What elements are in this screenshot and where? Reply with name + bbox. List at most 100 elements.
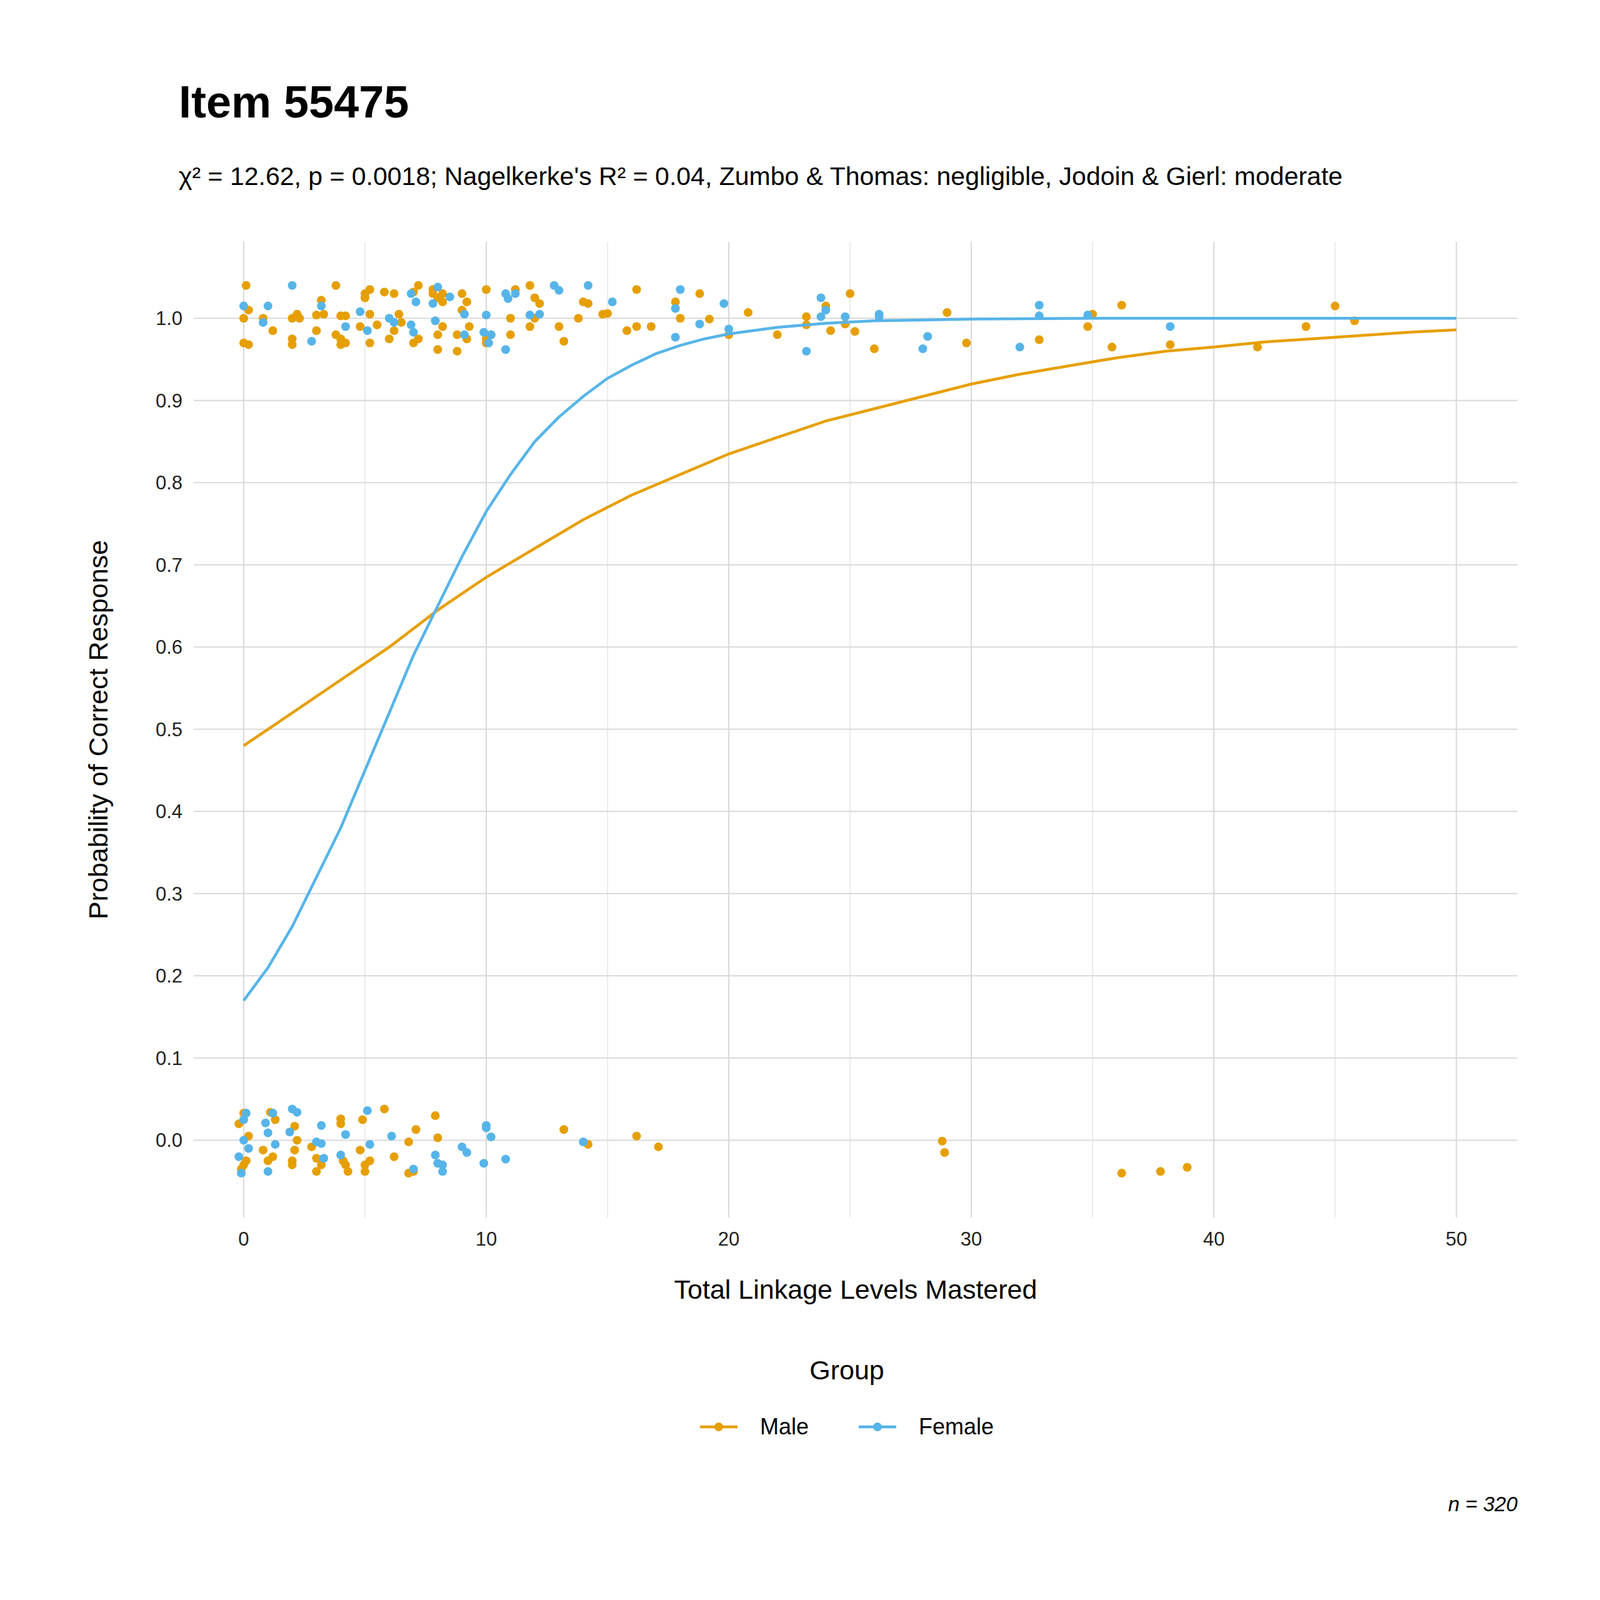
grid-line bbox=[728, 241, 730, 1218]
point bbox=[719, 299, 729, 309]
point bbox=[940, 1148, 949, 1157]
point bbox=[578, 1137, 588, 1147]
point bbox=[486, 1132, 496, 1142]
grid-line bbox=[193, 564, 1518, 566]
point bbox=[460, 310, 469, 319]
y-tick-label: 0.3 bbox=[155, 883, 183, 905]
point bbox=[394, 310, 404, 319]
point bbox=[355, 1145, 365, 1155]
curve bbox=[243, 318, 1457, 1001]
point bbox=[355, 307, 365, 317]
point bbox=[258, 1145, 268, 1155]
point bbox=[336, 1119, 345, 1129]
point bbox=[632, 285, 642, 294]
point bbox=[1035, 335, 1044, 344]
point bbox=[270, 1140, 280, 1149]
grid-line bbox=[1213, 241, 1215, 1218]
point bbox=[826, 326, 835, 335]
point bbox=[511, 289, 520, 299]
point bbox=[241, 1108, 251, 1118]
point bbox=[465, 321, 474, 331]
point bbox=[292, 1108, 302, 1117]
point bbox=[501, 345, 510, 354]
grid-line bbox=[193, 810, 1518, 812]
point bbox=[1107, 342, 1117, 352]
point bbox=[535, 310, 544, 319]
point bbox=[1117, 300, 1127, 310]
y-tick-label: 0.2 bbox=[155, 965, 183, 987]
point bbox=[288, 1160, 297, 1170]
point bbox=[573, 313, 583, 323]
grid-line bbox=[1455, 241, 1457, 1218]
point bbox=[486, 330, 496, 340]
point bbox=[438, 297, 447, 307]
point bbox=[918, 344, 927, 354]
point bbox=[406, 289, 416, 299]
caption: n = 320 bbox=[1448, 1492, 1519, 1516]
point bbox=[365, 1140, 375, 1149]
point bbox=[1117, 1168, 1127, 1178]
point bbox=[870, 344, 879, 354]
point bbox=[671, 304, 680, 314]
grid-line bbox=[485, 241, 487, 1218]
point bbox=[234, 1152, 244, 1162]
point bbox=[239, 301, 249, 311]
grid-line bbox=[970, 241, 972, 1218]
point bbox=[365, 1156, 375, 1165]
grid-line bbox=[193, 975, 1518, 977]
point bbox=[1165, 340, 1175, 349]
point bbox=[263, 301, 273, 311]
point bbox=[501, 1155, 510, 1164]
point bbox=[319, 1153, 329, 1163]
legend-marker bbox=[714, 1422, 724, 1432]
point bbox=[942, 308, 952, 317]
legend-title: Group bbox=[809, 1355, 885, 1385]
point bbox=[411, 1125, 420, 1134]
point bbox=[341, 311, 350, 320]
point bbox=[525, 310, 535, 320]
point bbox=[431, 316, 440, 325]
grid-line bbox=[193, 728, 1518, 730]
y-tick-label: 0.0 bbox=[155, 1129, 183, 1152]
title: Item 55475 bbox=[178, 76, 409, 127]
point bbox=[554, 286, 564, 295]
point bbox=[385, 334, 394, 344]
point bbox=[290, 1145, 299, 1155]
point bbox=[387, 1131, 397, 1141]
point bbox=[288, 340, 297, 349]
y-tick-label: 0.1 bbox=[155, 1047, 183, 1070]
point bbox=[481, 285, 491, 294]
plot-area bbox=[234, 281, 1457, 1178]
point bbox=[484, 338, 494, 348]
point bbox=[1182, 1163, 1192, 1172]
point bbox=[675, 313, 685, 323]
point bbox=[486, 330, 496, 340]
point bbox=[554, 321, 564, 331]
background bbox=[0, 0, 1600, 1600]
point bbox=[452, 346, 462, 356]
grid-line bbox=[243, 241, 245, 1218]
point bbox=[263, 1166, 273, 1176]
point bbox=[1330, 301, 1340, 311]
point bbox=[724, 324, 734, 334]
point bbox=[409, 1164, 419, 1174]
grid-line bbox=[193, 1057, 1518, 1059]
point bbox=[413, 281, 423, 290]
grid-line bbox=[193, 646, 1518, 648]
point bbox=[481, 1121, 491, 1130]
point bbox=[479, 1158, 489, 1168]
point bbox=[244, 1144, 254, 1154]
point bbox=[428, 299, 438, 309]
point bbox=[380, 287, 389, 297]
point bbox=[481, 310, 491, 320]
y-tick-label: 0.7 bbox=[155, 554, 183, 577]
point bbox=[380, 1104, 389, 1114]
legend: MaleFemale bbox=[700, 1413, 994, 1440]
point bbox=[331, 281, 340, 290]
point bbox=[938, 1136, 947, 1146]
x-axis-title: Total Linkage Levels Mastered bbox=[674, 1274, 1038, 1305]
point bbox=[801, 346, 811, 356]
point bbox=[390, 326, 399, 335]
point bbox=[341, 321, 350, 331]
x-tick-label: 20 bbox=[718, 1228, 740, 1250]
